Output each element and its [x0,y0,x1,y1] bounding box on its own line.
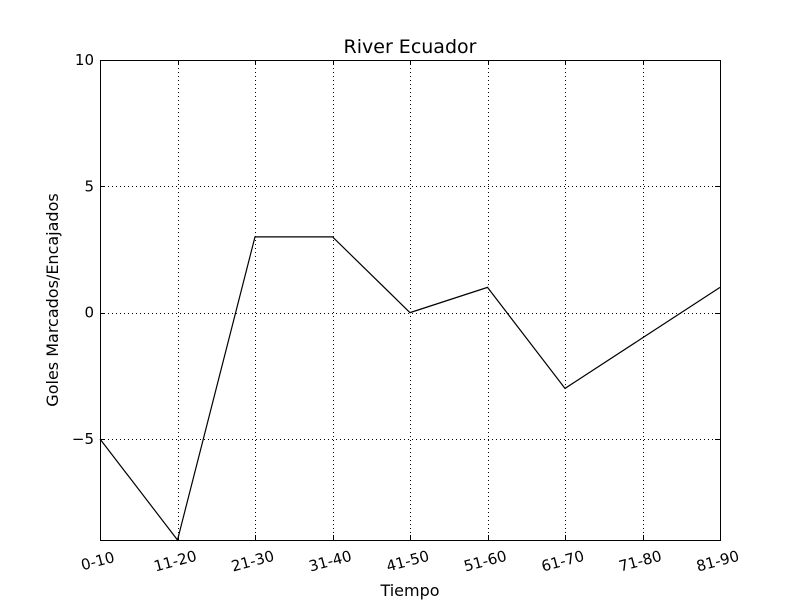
x-axis-label: Tiempo [379,581,439,600]
x-tick-label: 11-20 [152,547,199,576]
x-tick-label: 41-50 [384,547,431,576]
x-tick-label: 81-90 [694,547,741,576]
y-tick-label: 10 [75,51,94,69]
y-tick-label: 0 [84,304,94,322]
chart-title: River Ecuador [344,36,477,58]
x-tick-label: 51-60 [462,547,509,576]
x-tick-label: 71-80 [617,547,664,576]
x-tick-label: 61-70 [539,547,586,576]
grid [100,60,721,540]
x-tick-label: 21-30 [229,547,276,576]
y-tick-label: −5 [72,430,94,448]
y-tick-labels: −5 0 5 10 [72,51,94,448]
y-axis-label: Goles Marcados/Encajados [43,193,62,406]
x-tick-label: 0-10 [79,548,117,574]
x-tick-label: 31-40 [307,547,354,576]
y-tick-label: 5 [84,177,94,195]
x-tick-labels: 0-10 11-20 21-30 31-40 41-50 51-60 61-70 71-80 8… [79,547,741,576]
